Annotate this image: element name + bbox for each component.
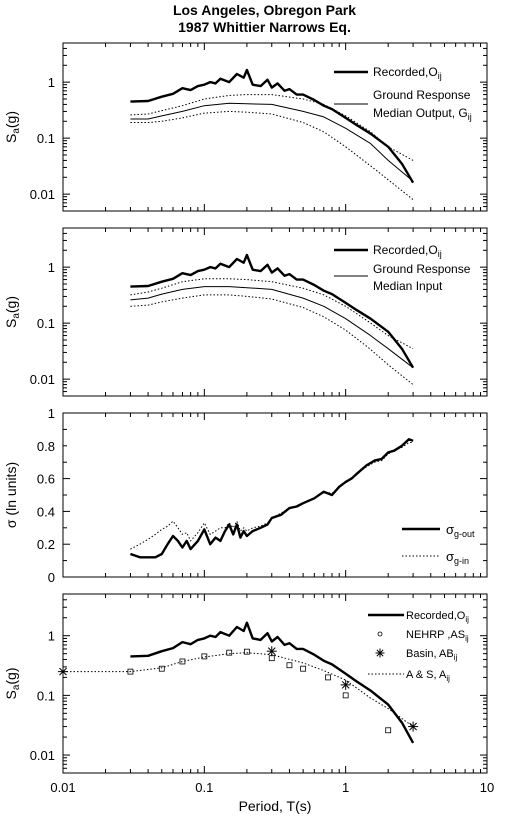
series-line-thick <box>130 621 415 744</box>
legend-label-recorded: Recorded,Oij <box>373 65 442 81</box>
y-tick-label: 0.1 <box>37 316 55 331</box>
y-tick-label: 0.01 <box>30 748 55 763</box>
data-point-square <box>286 662 293 669</box>
legend-label-input-2: Median Input <box>373 279 443 293</box>
legend-label-output-2: Median Output, Gij <box>373 106 472 122</box>
plot-frame <box>62 412 488 578</box>
panel-a: 1 0.1 0.01 Sa(g) <box>3 42 488 212</box>
y-tick-label: 1 <box>48 629 55 644</box>
data-point-square <box>268 655 275 662</box>
legend-label-output-1: Ground Response <box>373 88 471 102</box>
figure-title-line1: Los Angeles, Obregon Park <box>172 2 357 18</box>
y-tick-label: 0.4 <box>37 504 55 519</box>
data-point-square <box>226 649 233 656</box>
series-line-thick <box>130 438 414 559</box>
legend-label-input-1: Ground Response <box>373 262 471 276</box>
y-tick-label: 0.8 <box>37 439 55 454</box>
y-tick-label: 0.2 <box>37 537 55 552</box>
series-line-thin <box>130 286 414 369</box>
plot-frame <box>62 42 488 212</box>
figure-title-line2: 1987 Whittier Narrows Eq. <box>178 19 351 35</box>
data-point-square <box>201 653 208 660</box>
data-point-square <box>300 665 307 672</box>
y-axis-label: σ (ln units) <box>3 462 19 528</box>
series-line-thick <box>130 68 415 184</box>
legend-label-recorded: Recorded,Oij <box>406 610 469 624</box>
y-tick-label: 0.1 <box>37 688 55 703</box>
x-tick-label: 10 <box>480 780 494 795</box>
series-line-dotted <box>130 278 414 350</box>
y-tick-label: 0.6 <box>37 472 55 487</box>
data-point-square <box>158 665 165 672</box>
y-tick-label: 0.1 <box>37 131 55 146</box>
y-tick-label: 1 <box>48 406 55 421</box>
y-tick-label: 0 <box>48 570 55 585</box>
plot-frame <box>62 227 488 397</box>
legend-swatch-nehrp <box>377 631 383 637</box>
legend-label-basin: Basin, ABij <box>406 648 457 662</box>
data-point-square <box>385 727 392 734</box>
x-tick-label: 0.1 <box>195 780 213 795</box>
plot-frame <box>62 593 488 774</box>
series-line-dotted <box>130 442 414 550</box>
panel-c: 1 0.8 0.6 0.4 0.2 0 σ (ln units) <box>3 406 488 585</box>
series-line-dotted <box>130 94 414 161</box>
series-line-dotted <box>130 110 414 200</box>
panel-b: 1 0.1 0.01 Sa(g) <box>3 227 488 397</box>
panel-d: 1 0.1 0.01 Sa(g) <box>3 593 488 774</box>
legend-label-sigma-out: σg-out <box>446 522 475 539</box>
legend-swatch-basin <box>376 649 384 657</box>
legend-label-sigma-in: σg-in <box>446 549 469 566</box>
y-tick-label: 0.01 <box>30 187 55 202</box>
series-line-dotted <box>130 294 414 385</box>
data-point-square <box>179 658 186 665</box>
x-tick-label: 0.01 <box>50 780 75 795</box>
data-point-star <box>409 722 417 731</box>
y-axis-label: Sa(g) <box>3 296 22 328</box>
data-point-square <box>342 692 349 699</box>
series-line-thin <box>130 102 414 182</box>
series-line-dotted <box>63 652 414 728</box>
legend-label-recorded: Recorded,Oij <box>373 243 442 259</box>
series-line-thick <box>130 253 415 369</box>
legend-label-as: A & S, Aij <box>406 669 450 683</box>
y-axis-label: Sa(g) <box>3 111 22 143</box>
y-tick-label: 1 <box>48 260 55 275</box>
x-tick-label: 1 <box>342 780 349 795</box>
legend-label-nehrp: NEHRP ,ASij <box>406 629 469 643</box>
data-point-square <box>325 674 331 681</box>
data-point-star <box>341 680 350 689</box>
y-tick-label: 0.01 <box>30 372 55 387</box>
y-axis-label: Sa(g) <box>3 667 22 699</box>
data-point-square <box>243 648 250 655</box>
x-axis-title: Period, T(s) <box>239 798 312 814</box>
data-point-star <box>267 647 276 656</box>
y-tick-label: 1 <box>48 75 55 90</box>
